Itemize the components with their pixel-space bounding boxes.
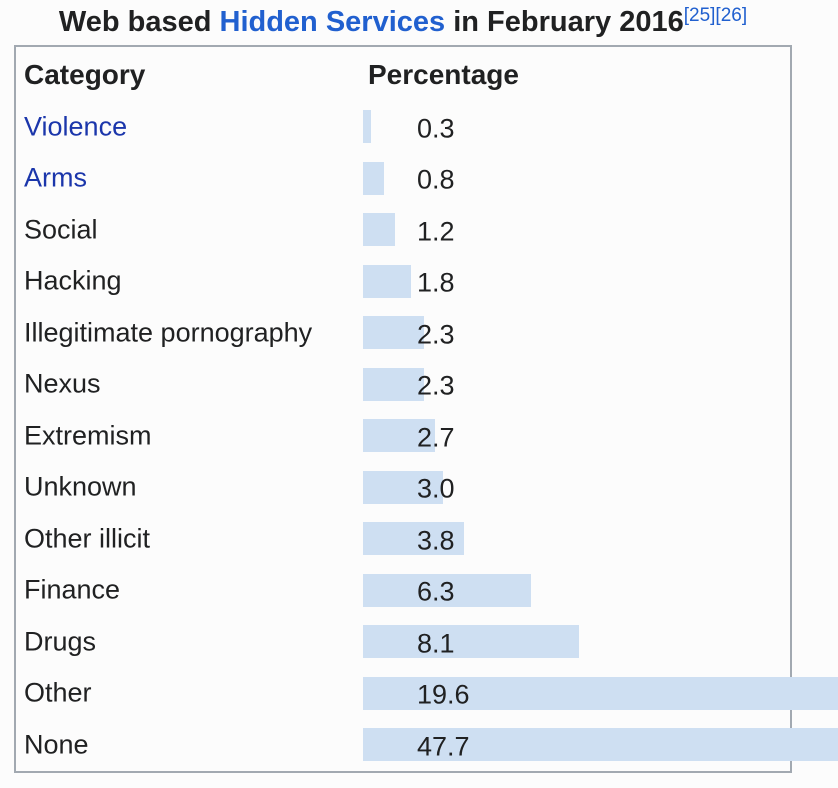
percentage-value: 2.3	[417, 370, 455, 401]
data-table: Category Percentage Violence 0.3 Arms 0.…	[14, 45, 838, 773]
table-row: Nexus 2.3	[16, 359, 790, 411]
category-link[interactable]: Violence	[24, 111, 128, 142]
percentage-bar	[363, 573, 532, 607]
table-row: Other 19.6	[16, 668, 838, 720]
percentage-bar	[363, 161, 385, 195]
category-label: Extremism	[24, 420, 152, 451]
percentage-value: 6.3	[417, 576, 455, 607]
percentage-bar	[363, 316, 425, 349]
column-header-category: Category	[24, 59, 146, 90]
table-row: None 47.7	[16, 719, 838, 771]
category-label: Other	[24, 677, 92, 708]
category-label: Drugs	[24, 626, 97, 657]
percentage-value: 1.2	[417, 216, 455, 247]
table-row: Drugs 8.1	[16, 616, 790, 668]
category-label: Illegitimate pornography	[24, 317, 313, 348]
reference-link-25[interactable]: [25]	[683, 5, 716, 26]
category-label: Unknown	[24, 471, 137, 502]
category-label: Social	[24, 214, 98, 245]
table-row: Unknown 3.0	[16, 462, 790, 514]
table-row: Violence 0.3	[16, 101, 790, 153]
category-link[interactable]: Arms	[24, 162, 87, 193]
percentage-bar	[363, 213, 396, 246]
table-row: Other illicit 3.8	[16, 513, 790, 565]
table-rows: Violence 0.3 Arms 0.8 Social 1.2 Hacking…	[16, 101, 838, 771]
category-label: Nexus	[24, 368, 101, 399]
percentage-bar	[363, 470, 444, 504]
category-label: Finance	[24, 574, 121, 605]
percentage-bar	[363, 625, 580, 658]
percentage-bar	[363, 676, 838, 710]
category-label: Hacking	[24, 265, 122, 296]
hidden-services-link[interactable]: Hidden Services	[219, 6, 446, 38]
table-header-row: Category Percentage	[16, 47, 790, 101]
percentage-bar	[363, 522, 465, 555]
percentage-value: 2.7	[417, 422, 455, 453]
category-label: Other illicit	[24, 523, 151, 554]
table-row: Finance 6.3	[16, 565, 790, 617]
chart-title: Web based Hidden Services in February 20…	[14, 1, 792, 43]
percentage-value: 1.8	[417, 267, 455, 298]
column-header-percentage: Percentage	[368, 59, 519, 90]
percentage-value: 19.6	[417, 679, 470, 710]
percentage-value: 0.8	[417, 164, 455, 195]
percentage-value: 2.3	[417, 319, 455, 350]
percentage-bar	[363, 367, 425, 401]
title-text-prefix: Web based	[58, 6, 220, 38]
reference-link-26[interactable]: [26]	[715, 5, 748, 26]
category-label: None	[24, 729, 89, 760]
title-text-suffix: in February 2016	[445, 6, 684, 38]
percentage-value: 0.3	[417, 113, 455, 144]
percentage-value: 8.1	[417, 628, 455, 659]
table-row: Extremism 2.7	[16, 410, 790, 462]
percentage-value: 47.7	[417, 731, 470, 762]
percentage-bar	[363, 728, 838, 761]
table-row: Illegitimate pornography 2.3	[16, 307, 790, 359]
percentage-bar	[363, 419, 436, 452]
table-row: Social 1.2	[16, 204, 790, 256]
percentage-value: 3.8	[417, 525, 455, 556]
percentage-bar	[363, 110, 371, 143]
table-row: Hacking 1.8	[16, 256, 790, 308]
percentage-value: 3.0	[417, 473, 455, 504]
table-row: Arms 0.8	[16, 153, 790, 205]
percentage-bar	[363, 264, 412, 298]
